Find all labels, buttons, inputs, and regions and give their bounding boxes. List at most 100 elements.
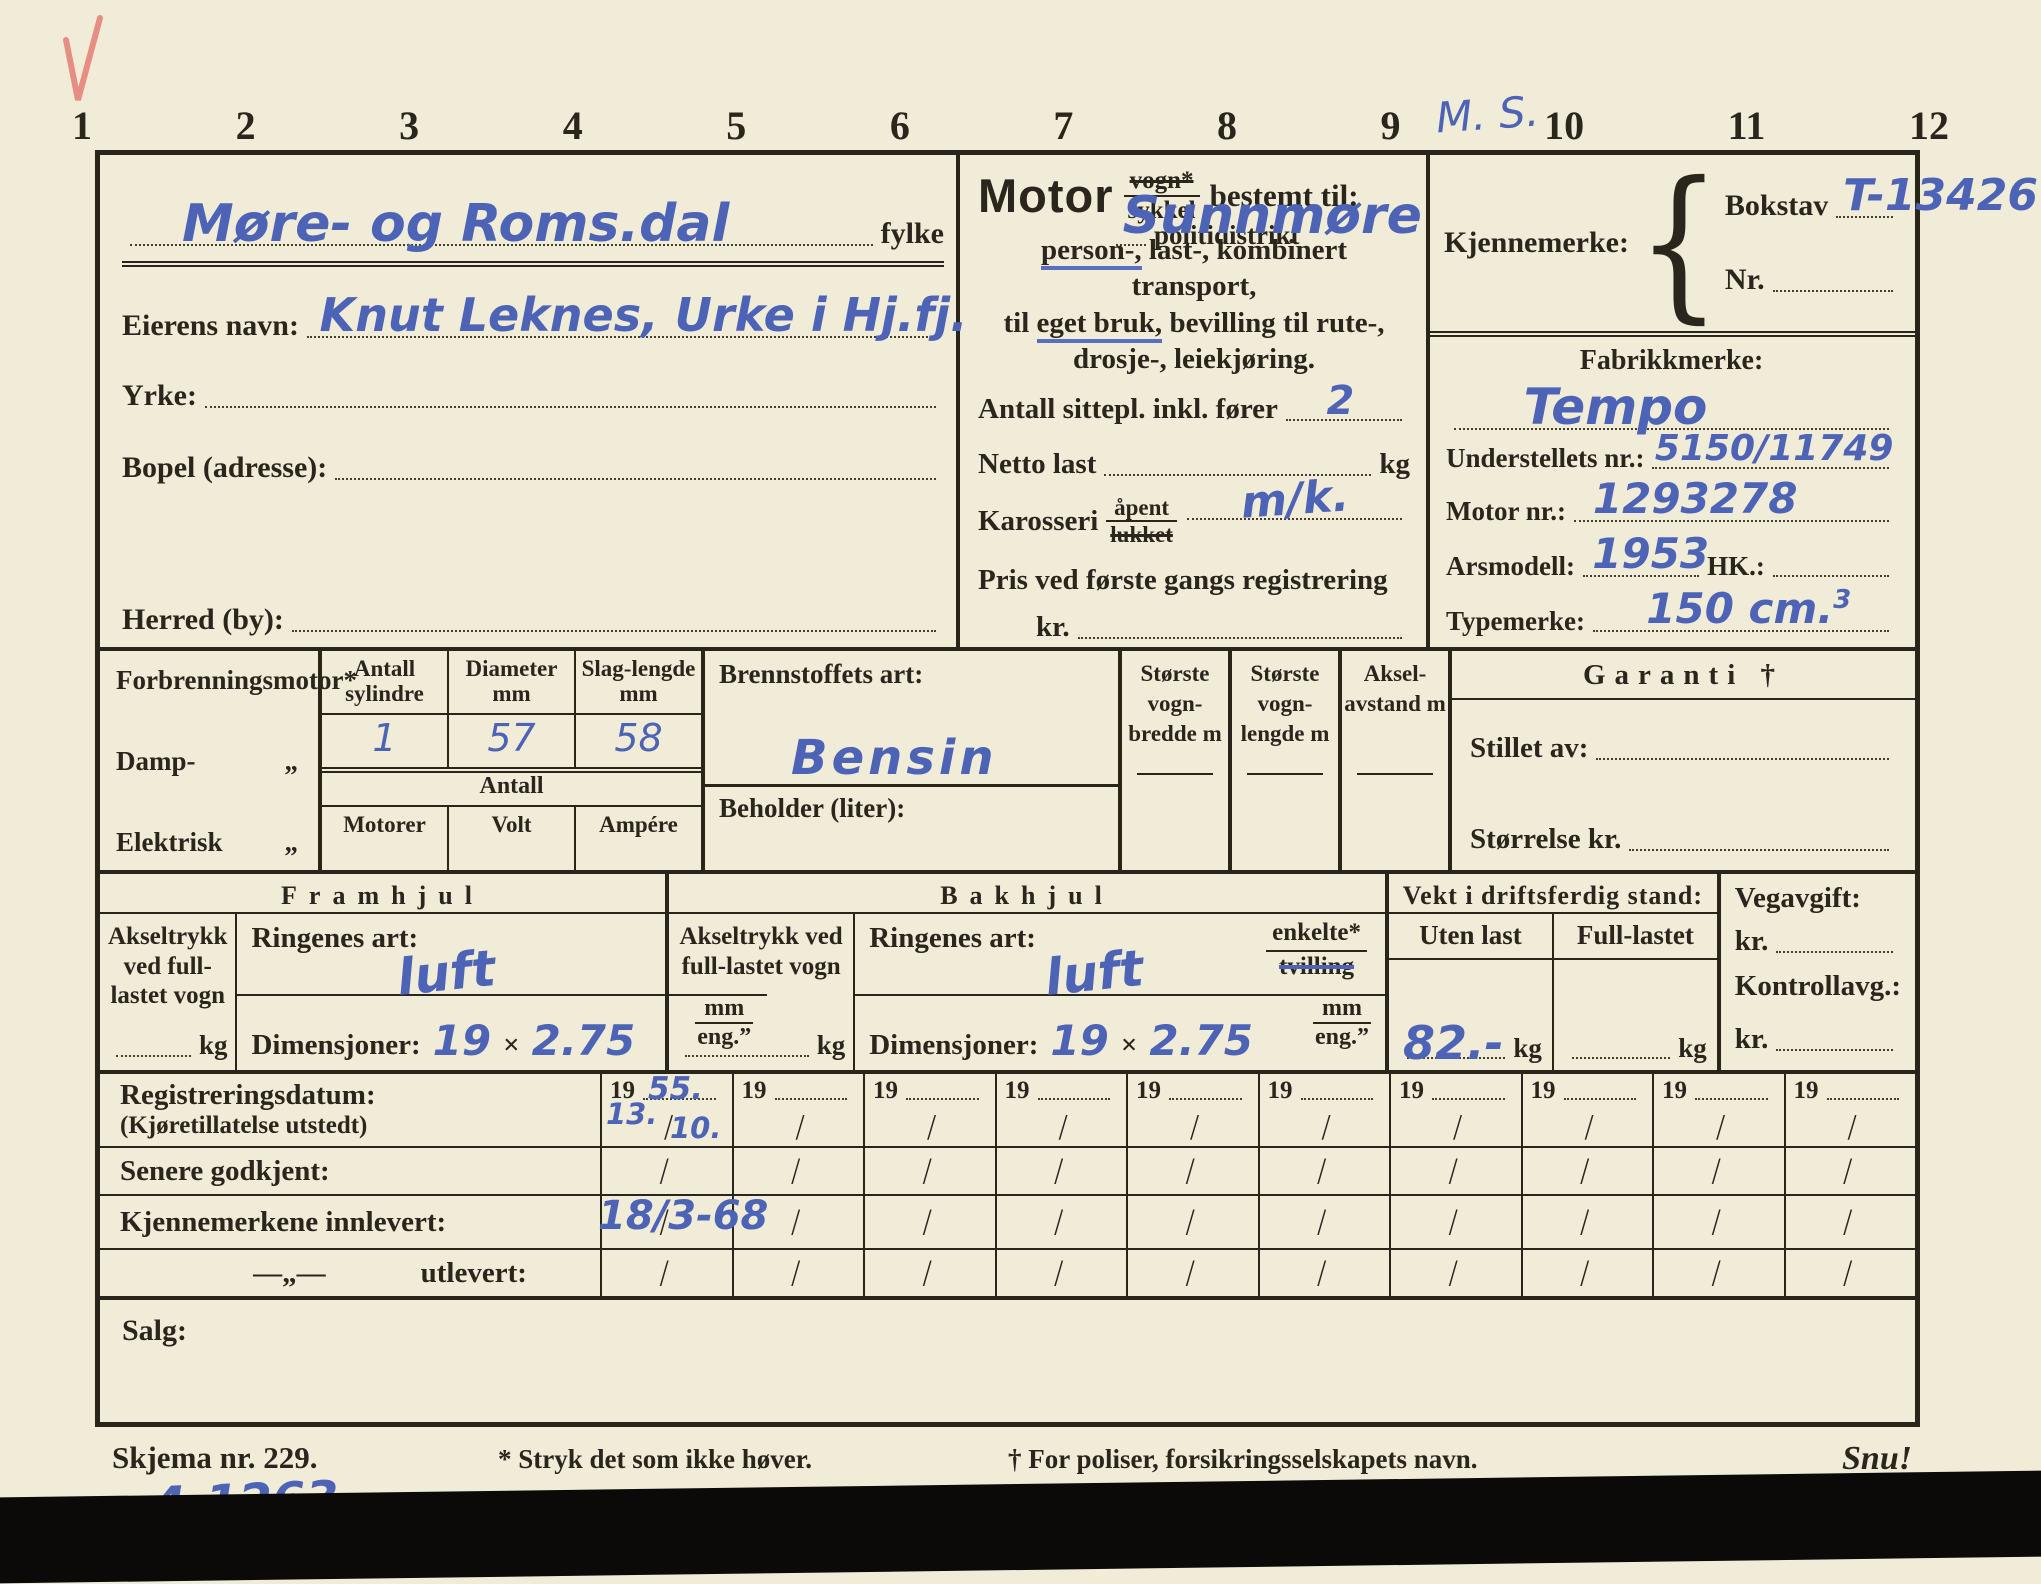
kjennemerkene-innlevert-label: Kjennemerkene innlevert:	[100, 1196, 600, 1250]
registreringsdatum-cell: 19 /	[1259, 1074, 1389, 1148]
times-glyph: ×	[503, 1029, 520, 1061]
date-slash: /	[1580, 1148, 1590, 1192]
ruler-number: 5	[726, 103, 747, 148]
date-slash: /	[1185, 1148, 1195, 1192]
nr-line	[1772, 290, 1893, 293]
innlevert-handwritten: 18/3-68	[598, 1193, 769, 1239]
vogn-sykkel-fraction: vogn* sykkel	[1123, 167, 1200, 224]
motornr-label: Motor nr.:	[1446, 496, 1566, 526]
dim-value-2: 2.75	[531, 1016, 636, 1065]
eget-bruk-underlined: eget bruk,	[1036, 306, 1163, 343]
dimensjoner-label: Dimensjoner:	[869, 1029, 1039, 1061]
utlevert-cell: /	[1786, 1250, 1916, 1296]
registration-card: Sunnmøre politidistrikt Møre- og Roms.da…	[95, 150, 2038, 1427]
garanti-title: Garanti †	[1452, 651, 1915, 700]
ringenes-art-value: luft	[394, 939, 499, 1007]
full-lastet-line	[1571, 1057, 1671, 1059]
registreringsdatum-cell: 19 /	[1391, 1074, 1521, 1148]
row-owner-vehicle: Sunnmøre politidistrikt Møre- og Roms.da…	[100, 155, 2038, 647]
kontrollavg-label: Kontrollavg.:	[1734, 970, 1901, 1002]
karosseri-label: Karosseri	[978, 504, 1099, 537]
utlevert-cell: /	[997, 1250, 1127, 1296]
date-slash: /	[1317, 1250, 1327, 1294]
date-slash: /	[1054, 1250, 1064, 1294]
ruler-number: 7	[1053, 103, 1074, 148]
short-line	[1356, 773, 1434, 775]
kr-label: kr.	[1734, 1023, 1769, 1055]
ruler-number: 11	[1727, 103, 1766, 148]
date-slash: /	[1580, 1199, 1590, 1243]
kg-unit: kg	[1678, 1033, 1707, 1063]
date-slash: /	[1453, 1106, 1463, 1148]
date-slash: /	[927, 1106, 937, 1148]
col-ampere: Ampére	[574, 807, 701, 870]
ditto-dash: —„—	[253, 1256, 326, 1289]
kr-label: kr.	[1036, 610, 1070, 643]
innlevert-cell: /	[996, 1196, 1126, 1250]
year-line	[1300, 1098, 1373, 1100]
nr-label: Nr.	[1724, 263, 1765, 297]
date-slash: /	[1317, 1148, 1327, 1192]
stillet-av-label: Stillet av:	[1470, 732, 1589, 764]
date-slash: /	[922, 1250, 932, 1294]
times-glyph: ×	[1120, 1029, 1138, 1061]
registreringsdatum-cell: 19 /	[865, 1074, 995, 1148]
framhjul-section: Framhjul Akseltrykk ved full-lastet vogn…	[100, 874, 768, 1070]
row-engine: Forbrenningsmotor* Damp- „ Elektrisk „ Ant…	[100, 647, 1915, 870]
poliser-note: † For poliser, forsikringsselskapets nav…	[1008, 1444, 1478, 1474]
vegavgift-section: Vegavgift: kr. Kontrollavg.: kr.	[1716, 874, 1915, 1070]
garanti-section: Garanti † Stillet av: Størrelse kr.	[1448, 651, 1915, 870]
elektrisk-label: Elektrisk	[116, 827, 223, 857]
owner-name-label: Eierens navn:	[122, 309, 299, 342]
utlevert-cell: /	[734, 1250, 864, 1296]
bakhjul-title: Bakhjul	[669, 874, 1385, 914]
forbrenningsmotor-label: Forbrenningsmotor*	[116, 665, 357, 695]
registreringsdatum-cell: 19 /	[733, 1074, 863, 1148]
snu-label: Snu!	[1842, 1440, 1912, 1477]
vogn-lengde-col: Største vogn-lengde m	[1228, 651, 1338, 870]
uten-last-value: 82.-	[1403, 1016, 1504, 1070]
bokstav-label: Bokstav	[1724, 189, 1829, 223]
ringenes-art-label: Ringenes art:	[869, 922, 1036, 954]
registreringsdatum-cell: 19 /	[996, 1074, 1126, 1148]
enkelte-tvilling-fraction: enkelte* tvilling	[1266, 918, 1367, 982]
date-column: 19 / / / /	[863, 1074, 995, 1296]
bevilling-text: bevilling til rute-,	[1162, 306, 1385, 339]
slaglengde-value: 58	[574, 715, 701, 767]
hk-line	[1772, 575, 1890, 577]
date-slash: /	[659, 1199, 669, 1243]
date-slash: /	[659, 1148, 669, 1192]
utlevert-cell: /	[1391, 1250, 1521, 1296]
date-slash: /	[791, 1250, 801, 1294]
registreringsdatum-cell: 19 /	[1522, 1074, 1652, 1148]
innlevert-cell: /	[1785, 1196, 1915, 1250]
vegavgift-label: Vegavgift:	[1734, 882, 1861, 914]
ruler-number: 6	[889, 103, 910, 148]
vogn-bredde-header: Største vogn-bredde m	[1128, 661, 1222, 746]
lukket-label: lukket	[1106, 520, 1177, 547]
innlevert-cell: /	[1654, 1196, 1784, 1250]
fylke-line: Møre- og Roms.dal	[130, 198, 873, 250]
senere-godkjent-cell: /	[1522, 1148, 1652, 1196]
date-column: 19 / / / /	[1783, 1074, 1916, 1296]
vogn-lengde-header: Største vogn-lengde m	[1240, 661, 1330, 746]
seats-line: 2	[1285, 381, 1402, 421]
date-slash: /	[1843, 1148, 1853, 1192]
municipality-line	[291, 630, 936, 632]
date-slash: /	[1185, 1250, 1195, 1294]
registreringsdatum-cell: 19 /	[1128, 1074, 1258, 1148]
ruler-number: 4	[562, 103, 583, 148]
vogn-label: vogn*	[1129, 167, 1194, 194]
senere-godkjent-cell: /	[996, 1148, 1126, 1196]
storrelse-label: Størrelse kr.	[1470, 823, 1622, 855]
ruler-number: 9	[1380, 103, 1401, 148]
motor-title: Motor	[978, 169, 1114, 222]
date-slash: /	[1843, 1199, 1853, 1243]
eng-label: eng.”	[695, 1022, 754, 1051]
date-slash: /	[1711, 1199, 1721, 1243]
ruler-number: 2	[235, 103, 256, 148]
kg-unit: kg	[198, 1030, 228, 1061]
innlevert-cell: /	[1391, 1196, 1521, 1250]
col-volt: Volt	[447, 807, 574, 870]
card-footer: Skjema nr. 229. * Stryk det som ikke høv…	[0, 1440, 2041, 1500]
